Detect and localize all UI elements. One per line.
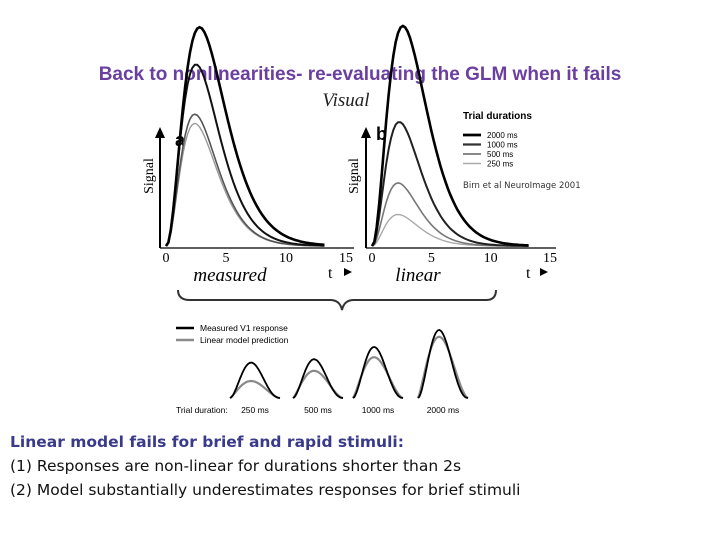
tick-label: 5 (223, 251, 230, 266)
body-line-2: (2) Model substantially underestimates r… (10, 481, 521, 499)
legend-label: 1000 ms (487, 141, 518, 150)
brace (177, 289, 497, 311)
legend-title: Trial durations (463, 111, 532, 122)
curve-b-250ms (371, 213, 529, 247)
body-text: Linear model fails for brief and rapid s… (10, 430, 710, 502)
panel-b-curves (370, 24, 529, 247)
panel-b: b Signal t linear 0 5 10 15 (347, 24, 558, 286)
panel-a-x-arrow (344, 268, 352, 276)
panel-a: a Signal t measured 0 5 10 15 (142, 25, 354, 286)
panel-b-subtitle: linear (395, 265, 441, 286)
inset-measured-curve (417, 329, 469, 399)
inset-curves (229, 329, 469, 400)
panel-a-ylabel: Signal (142, 158, 157, 194)
citation: Birn et al NeuroImage 2001 (463, 181, 581, 191)
tick-label: 0 (369, 251, 376, 266)
curve-a-2000ms (164, 25, 325, 247)
tick-label: 10 (484, 251, 498, 266)
tick-label: 10 (279, 251, 293, 266)
inset: Measured V1 response Linear model predic… (176, 323, 469, 415)
panel-b-ticks: 0 5 10 15 (369, 251, 558, 266)
inset-category-label: 500 ms (304, 405, 332, 415)
curve-b-2000ms (370, 24, 529, 247)
panel-a-curves (164, 25, 325, 247)
tick-label: 5 (428, 251, 435, 266)
inset-xlabel: Trial duration: (176, 405, 228, 415)
panel-b-xlabel: t (526, 265, 531, 282)
curve-a-250ms (165, 122, 325, 247)
tick-label: 0 (163, 251, 170, 266)
panel-a-subtitle: measured (193, 265, 267, 286)
inset-labels: 250 ms 500 ms 1000 ms 2000 ms (241, 405, 459, 415)
curve-a-1000ms (165, 63, 325, 247)
curve-b-1000ms (371, 121, 529, 247)
body-line-1: (1) Responses are non-linear for duratio… (10, 457, 462, 475)
inset-category-label: 1000 ms (362, 405, 395, 415)
tick-label: 15 (543, 251, 557, 266)
inset-measured-curve (229, 361, 281, 399)
legend-label: 250 ms (487, 160, 513, 169)
inset-legend-measured: Measured V1 response (200, 323, 288, 333)
panel-a-ticks: 0 5 10 15 (163, 251, 354, 266)
inset-measured-curve (352, 346, 404, 399)
body-line-heading: Linear model fails for brief and rapid s… (10, 433, 404, 451)
inset-category-label: 250 ms (241, 405, 269, 415)
panel-a-y-arrow (155, 127, 165, 138)
inset-legend-linear: Linear model prediction (200, 335, 289, 345)
figure-label: Visual (322, 90, 369, 111)
slide-title: Back to nonlinearities- re-evaluating th… (98, 64, 622, 85)
panel-b-label: b (376, 124, 387, 144)
panel-b-ylabel: Signal (347, 158, 362, 194)
panel-a-xlabel: t (328, 265, 333, 282)
legend-label: 500 ms (487, 150, 513, 159)
inset-measured-curve (292, 358, 344, 399)
inset-category-label: 2000 ms (427, 405, 460, 415)
panel-b-x-arrow (540, 268, 548, 276)
legend-label: 2000 ms (487, 131, 518, 140)
panel-b-y-arrow (361, 127, 371, 138)
tick-label: 15 (339, 251, 353, 266)
